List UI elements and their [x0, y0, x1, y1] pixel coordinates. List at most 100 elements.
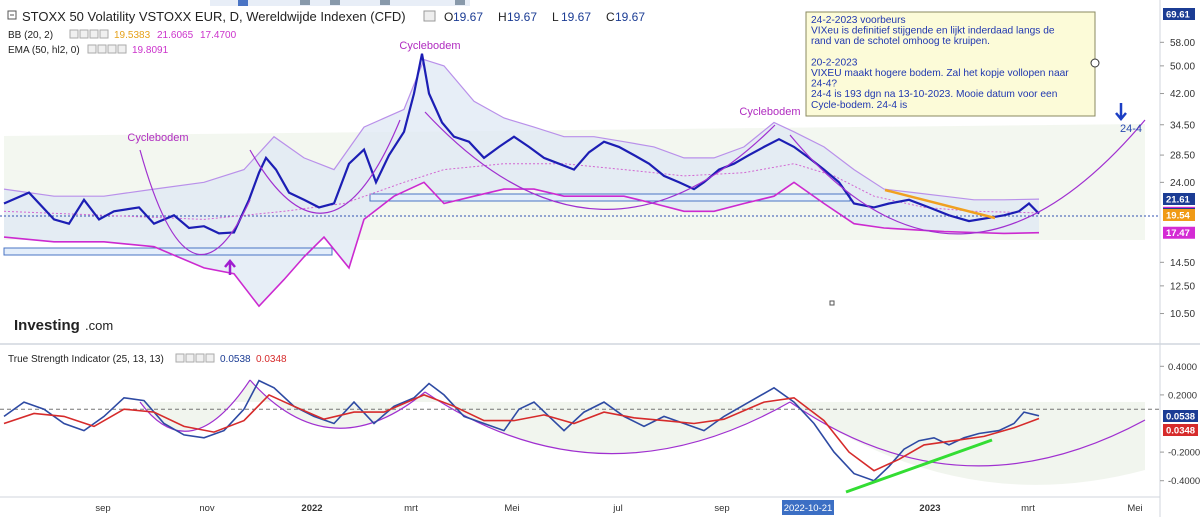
support-zone[interactable] — [3, 247, 333, 256]
price-badge: 17.47 — [1163, 226, 1195, 239]
ohlc-value: 19.67 — [561, 10, 591, 24]
osc-tick-label: 0.2000 — [1168, 390, 1197, 401]
ohlc-label: C — [606, 10, 615, 24]
note-line: VIXEU maakt hogere bodem. Zal het kopje … — [811, 68, 1069, 79]
toolbar-tool-icon[interactable] — [380, 0, 390, 5]
price-badge-label: 69.61 — [1166, 10, 1190, 21]
osc-cycle-arc — [789, 401, 1146, 467]
cycle-arcs — [139, 111, 1146, 256]
settings-icon[interactable] — [423, 10, 436, 22]
price-badge: 69.61 — [1163, 8, 1195, 21]
time-tick-label: mrt — [404, 503, 418, 514]
series-ema-50-hl2-0--line — [3, 163, 1040, 220]
price-tick-label: 12.50 — [1170, 281, 1195, 292]
price-legend: STOXX 50 Volatility VSTOXX EUR, D, Werel… — [7, 9, 645, 56]
osc-badge-bg — [1163, 424, 1198, 436]
osc-option-icon[interactable] — [195, 353, 205, 363]
toolbar-tool-icon[interactable] — [455, 0, 465, 5]
top-toolbar — [210, 0, 470, 6]
indicator-option-icon[interactable] — [89, 29, 99, 39]
toolbar-tool-icon[interactable] — [330, 0, 340, 5]
indicator-option-icon[interactable] — [79, 29, 89, 39]
price-badge-bg — [1163, 8, 1195, 20]
indicator-option-icon[interactable] — [87, 44, 97, 54]
ohlc-value: 19.67 — [615, 10, 645, 24]
time-tick-label: Mei — [504, 503, 519, 514]
series-bb-lower-line — [3, 181, 1040, 308]
indicator-option-icon[interactable] — [69, 29, 79, 39]
ohlc-label: H — [498, 10, 507, 24]
osc-legend-icons — [175, 353, 215, 363]
marker-square — [829, 300, 835, 306]
price-tick-label: 14.50 — [1170, 258, 1195, 269]
ohlc-value: 19.67 — [453, 10, 483, 24]
osc-tick-label: -0.2000 — [1168, 448, 1200, 459]
down-arrow-icon — [1115, 103, 1127, 121]
price-tick-label: 50.00 — [1170, 61, 1195, 72]
support-zone[interactable] — [369, 193, 851, 202]
osc-option-icon[interactable] — [205, 353, 215, 363]
orange-trendline[interactable] — [884, 188, 996, 220]
series-signal-line — [3, 393, 1040, 472]
time-axis: sep nov 2022 mrt Mei jul sep 2022-10-21 2023 mrt M… — [95, 500, 1143, 515]
ohlc-item: L 19.67 — [552, 10, 591, 24]
forecast-label: 24-4 — [1120, 123, 1142, 135]
note-line: 24-2-2023 voorbeurs — [811, 15, 906, 26]
signal-value: 0.0348 — [256, 354, 287, 365]
logo-name: Investing — [14, 317, 80, 334]
osc-option-icon[interactable] — [185, 353, 195, 363]
collapse-icon[interactable] — [7, 10, 17, 20]
price-badge-bg — [1163, 226, 1195, 239]
price-tick-label: 58.00 — [1170, 38, 1195, 49]
indicator-value: 17.4700 — [200, 30, 237, 41]
osc-tick-label: -0.4000 — [1168, 476, 1200, 487]
ohlc-values: O 19.67 H 19.67 L 19.67 C 19.67 — [444, 10, 645, 24]
chart-title: STOXX 50 Volatility VSTOXX EUR, D, Werel… — [22, 9, 406, 24]
osc-legend: True Strength Indicator (25, 13, 13) 0.0… — [8, 353, 287, 365]
osc-badge-label: 0.0538 — [1166, 412, 1195, 423]
note-line: 20-2-2023 — [811, 57, 858, 68]
series-bb-upper-line — [3, 58, 1040, 201]
osc-title: True Strength Indicator (25, 13, 13) — [8, 354, 164, 365]
annotations: Cyclebodem Cyclebodem Cyclebodem 24-4 — [127, 40, 1142, 306]
note-line: Cycle-bodem. 24-4 is — [811, 100, 907, 111]
osc-badge-bg — [1163, 410, 1198, 422]
time-cursor-label: 2022-10-21 — [782, 500, 834, 515]
bollinger-band-fill — [4, 59, 1039, 307]
price-tick-label: 34.50 — [1170, 120, 1195, 131]
note-handle[interactable] — [1090, 58, 1100, 68]
note-line: 24-4? — [811, 79, 837, 90]
time-tick-label: 2023 — [919, 503, 940, 514]
osc-cup-area — [0, 380, 1160, 485]
indicator-option-icon[interactable] — [107, 44, 117, 54]
note-line: rand van de schotel omhoog te kruipen. — [811, 36, 990, 47]
price-badge: 19.54 — [1163, 208, 1195, 221]
price-badge-label: 19.54 — [1166, 210, 1190, 221]
price-tick-label: 28.50 — [1170, 151, 1195, 162]
cyclebodem-label: Cyclebodem — [739, 106, 800, 118]
indicator-option-icon[interactable] — [97, 44, 107, 54]
osc-badge-label: 0.0348 — [1166, 426, 1195, 437]
note-line: VIXeu is definitief stijgende en lijkt i… — [811, 26, 1055, 37]
cyclebodem-label: Cyclebodem — [399, 40, 460, 52]
osc-axis: 0.4000 0.2000 -0.2000 -0.4000 0.0538 0.0348 — [1160, 362, 1200, 487]
indicator-legend: BB (20, 2) 19.5383 21.6065 17.4700 EMA (50, … — [8, 29, 237, 56]
toolbar-pencil-icon[interactable] — [238, 0, 248, 6]
ohlc-item: O 19.67 — [444, 10, 483, 24]
series-vstoxx-line — [3, 53, 1040, 235]
cyclebodem-label: Cyclebodem — [127, 132, 188, 144]
osc-option-icon[interactable] — [175, 353, 185, 363]
indicator-option-icon[interactable] — [117, 44, 127, 54]
green-trendline[interactable] — [845, 438, 993, 494]
toolbar-tool-icon[interactable] — [300, 0, 310, 5]
time-tick-label: nov — [199, 503, 215, 514]
investing-logo: Investing .com — [14, 317, 113, 334]
osc-cycle-arc — [139, 379, 251, 432]
indicator-option-icon[interactable] — [99, 29, 109, 39]
price-axis: 58.00 50.00 42.00 34.50 28.50 24.00 14.50 12.50… — [1160, 8, 1195, 320]
price-tick-label: 42.00 — [1170, 89, 1195, 100]
tsi-value: 0.0538 — [220, 354, 251, 365]
cycle-arc — [139, 149, 251, 256]
